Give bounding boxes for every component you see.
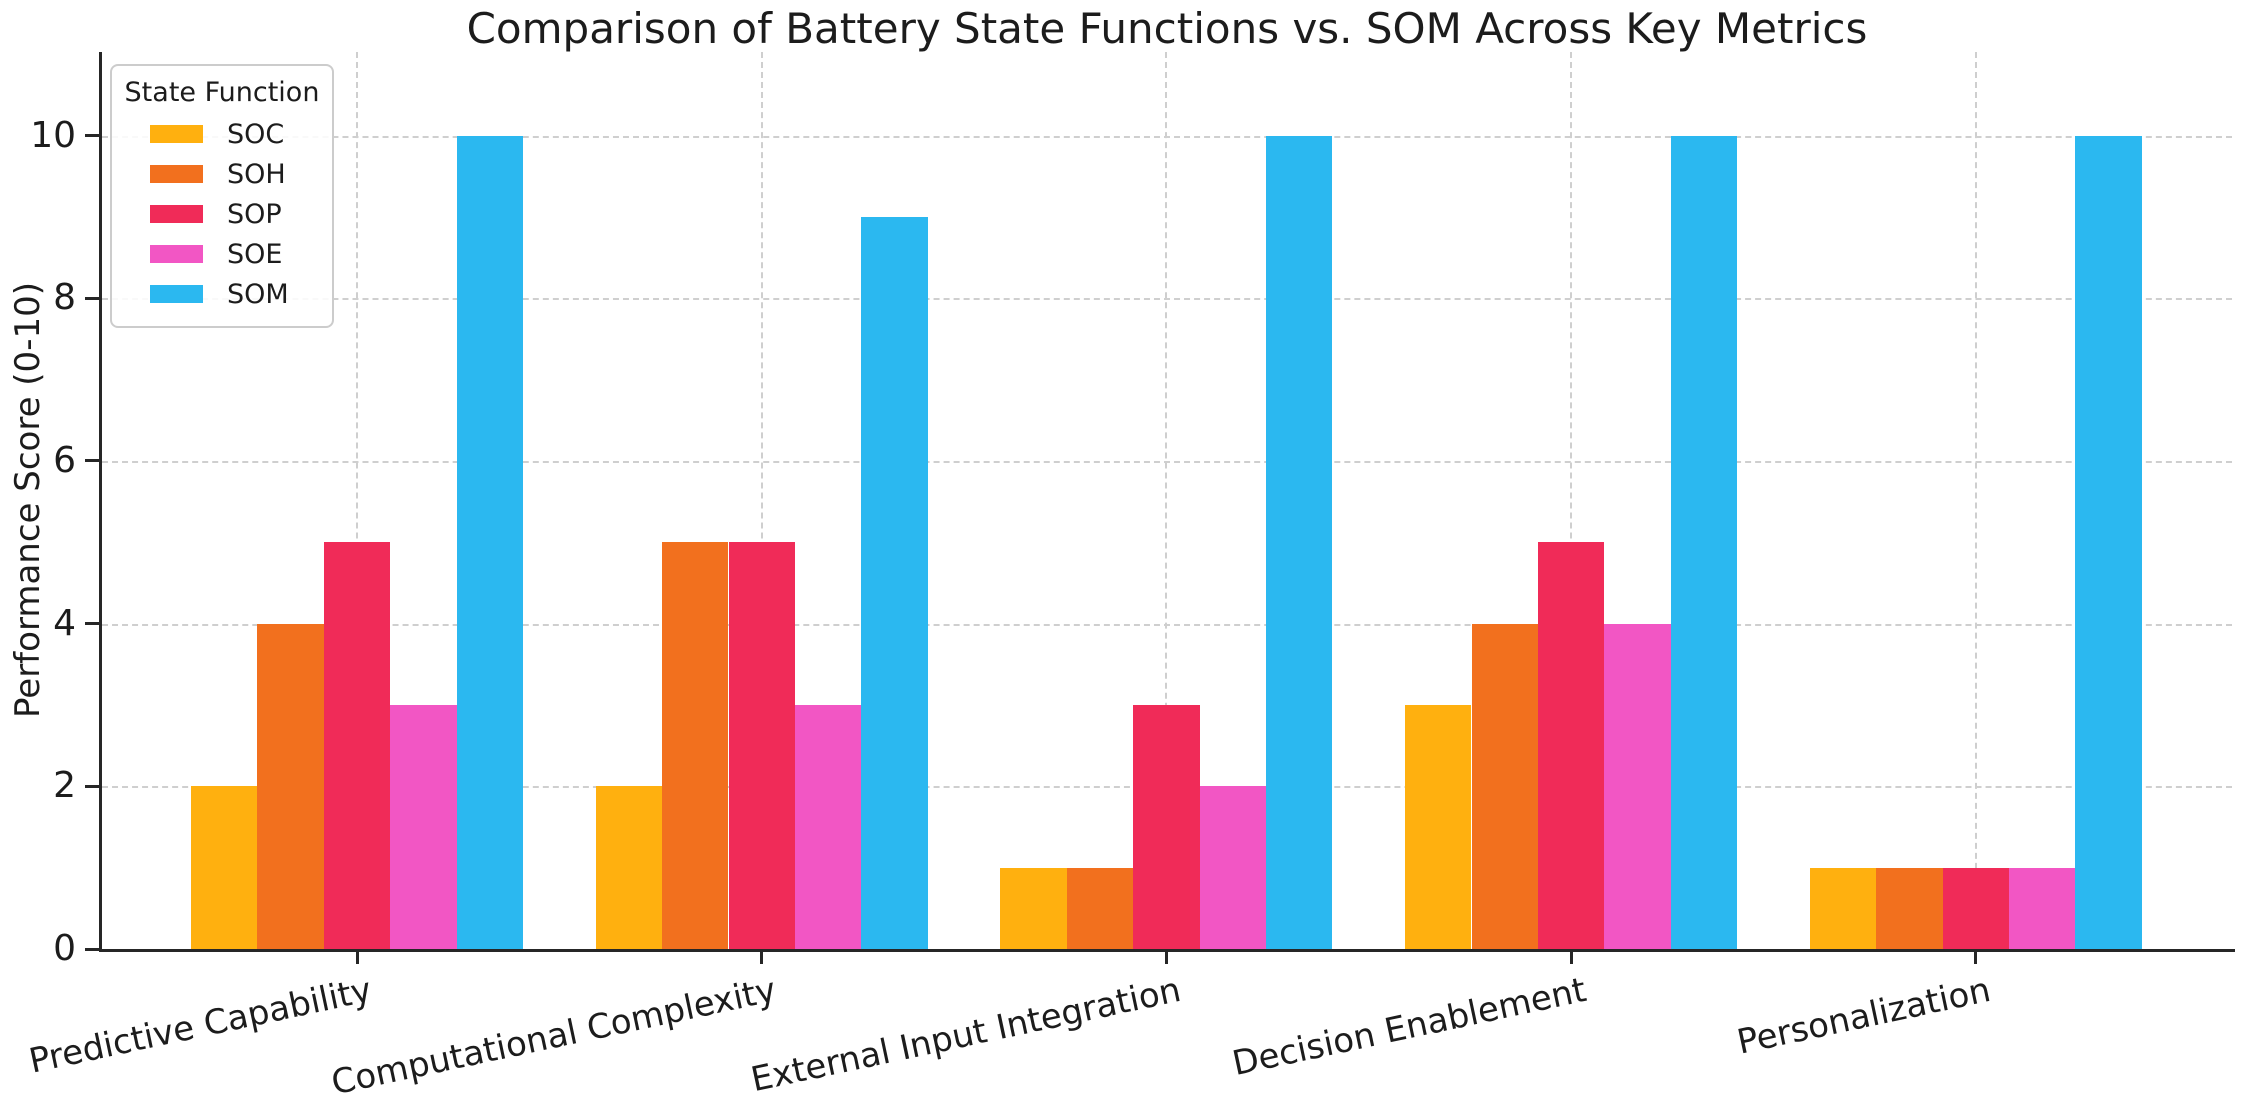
v-gridline-2 xyxy=(1165,52,1168,949)
legend-item-label: SOM xyxy=(227,278,289,310)
legend-swatch-SOH xyxy=(150,165,203,183)
legend-item-SOP: SOP xyxy=(112,194,332,234)
legend-swatch-SOM xyxy=(150,285,203,303)
x-tick-mark-3 xyxy=(1569,952,1573,964)
bar-SOC-4 xyxy=(1809,867,1877,949)
bar-SOH-2 xyxy=(1066,867,1134,949)
bar-SOM-4 xyxy=(2075,135,2142,949)
x-category-label: Computational Complexity xyxy=(328,970,781,1096)
y-tick-label: 4 xyxy=(53,602,76,644)
y-tick-label: 2 xyxy=(53,765,76,807)
bar-SOC-2 xyxy=(1000,867,1067,949)
y-tick-mark-10 xyxy=(85,134,99,137)
bar-SOC-0 xyxy=(191,786,258,949)
legend-swatch-SOP xyxy=(150,205,203,223)
legend-item-label: SOH xyxy=(227,158,286,190)
bar-SOH-1 xyxy=(662,542,729,949)
x-tick-mark-1 xyxy=(760,952,764,964)
x-tick-mark-4 xyxy=(1974,952,1978,964)
x-tick-mark-0 xyxy=(355,952,359,964)
y-tick-mark-8 xyxy=(85,296,99,300)
x-axis-spine xyxy=(99,949,2235,952)
bar-SOP-4 xyxy=(1942,867,2009,949)
y-axis-spine xyxy=(99,52,102,952)
x-category-label: Predictive Capability xyxy=(25,970,376,1082)
bar-SOM-3 xyxy=(1670,135,1738,949)
bar-SOM-0 xyxy=(456,135,523,949)
bar-SOE-0 xyxy=(390,704,457,949)
bar-SOP-0 xyxy=(323,542,391,949)
y-tick-mark-0 xyxy=(85,947,99,951)
legend-swatch-SOC xyxy=(150,125,203,143)
x-tick-mark-2 xyxy=(1164,952,1168,964)
x-category-label: Personalization xyxy=(1733,970,1995,1063)
legend-item-label: SOP xyxy=(227,198,282,230)
legend-item-label: SOC xyxy=(227,118,285,150)
bar-SOE-1 xyxy=(794,704,862,949)
y-tick-label: 10 xyxy=(30,114,76,156)
bar-SOP-2 xyxy=(1133,704,1200,949)
v-gridline-0 xyxy=(356,52,358,949)
legend-item-SOC: SOC xyxy=(112,114,332,154)
y-tick-label: 0 xyxy=(53,928,76,969)
bar-SOC-1 xyxy=(595,786,663,949)
legend-swatch-SOE xyxy=(150,245,203,263)
v-gridline-4 xyxy=(1974,52,1977,949)
bar-SOM-2 xyxy=(1266,135,1333,949)
bar-SOM-1 xyxy=(861,216,928,949)
bar-SOE-2 xyxy=(1199,786,1266,949)
y-tick-mark-4 xyxy=(85,622,99,626)
x-category-label: Decision Enablement xyxy=(1228,970,1590,1085)
y-tick-mark-2 xyxy=(85,784,99,788)
y-tick-label: 6 xyxy=(53,439,76,481)
legend-items: SOC SOH SOP SOE SOM xyxy=(112,114,332,314)
bar-SOH-0 xyxy=(257,623,324,949)
legend-item-SOE: SOE xyxy=(112,234,332,274)
v-gridline-1 xyxy=(760,52,763,949)
bar-SOP-1 xyxy=(728,542,795,949)
legend-item-SOH: SOH xyxy=(112,154,332,194)
v-gridline-3 xyxy=(1570,52,1573,949)
bar-SOE-4 xyxy=(2009,867,2076,949)
bar-SOH-4 xyxy=(1876,867,1943,949)
legend-title: State Function xyxy=(124,77,320,108)
bar-SOH-3 xyxy=(1471,623,1538,949)
chart-title: Comparison of Battery State Functions vs… xyxy=(466,4,1868,53)
bar-SOP-3 xyxy=(1537,542,1605,949)
legend: State Function SOC SOH SOP SOE SOM xyxy=(110,64,334,328)
legend-item-SOM: SOM xyxy=(112,274,332,314)
y-tick-mark-6 xyxy=(85,459,99,463)
x-category-label: External Input Integration xyxy=(747,970,1185,1096)
bar-SOE-3 xyxy=(1604,623,1671,949)
legend-item-label: SOE xyxy=(227,238,283,270)
bar-SOC-3 xyxy=(1405,704,1472,949)
y-tick-label: 8 xyxy=(53,277,76,319)
